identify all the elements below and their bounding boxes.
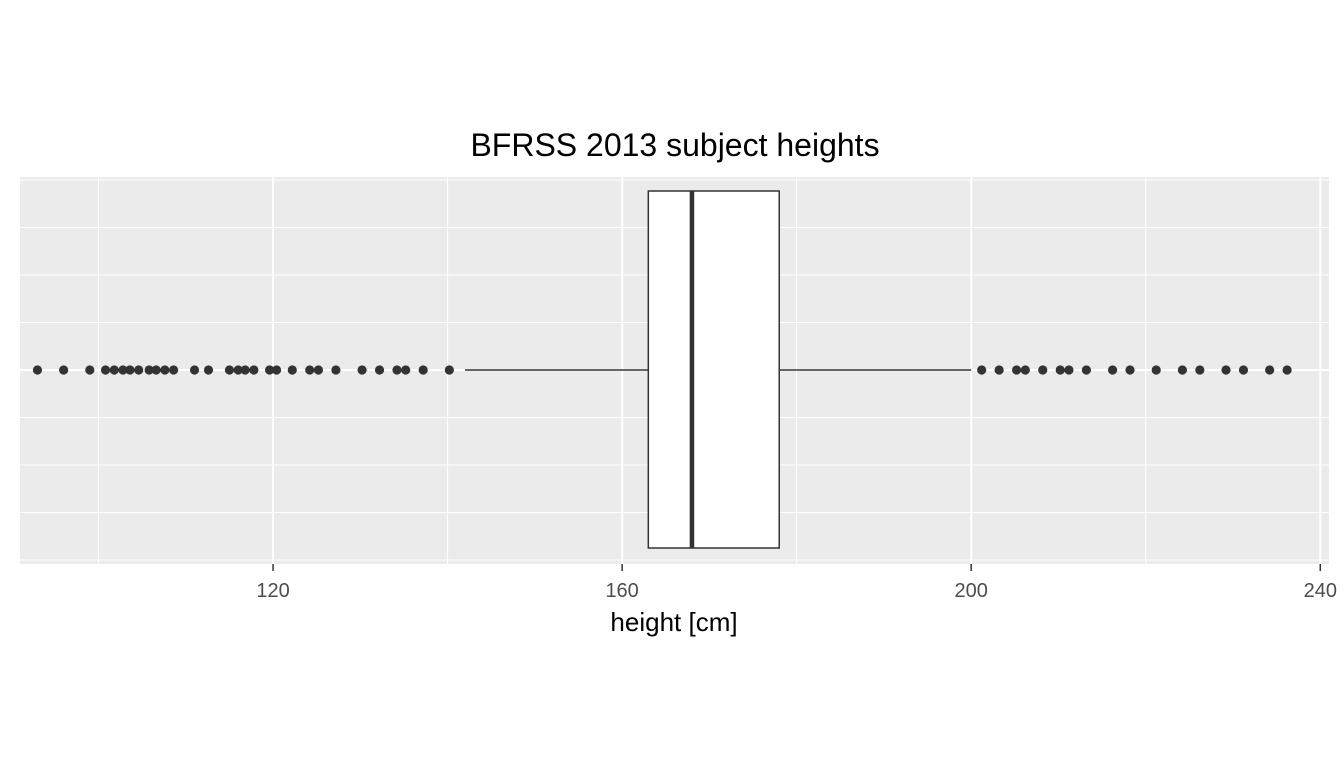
x-tick-label: 200 [955,580,988,602]
outlier-point [160,365,170,375]
outlier-point [401,365,411,375]
outlier-point [203,365,214,375]
outlier-point [1221,365,1231,375]
outlier-point [189,365,200,375]
outlier-point [1064,365,1074,375]
outlier-point [418,365,428,375]
outlier-point [134,365,144,375]
outlier-point [151,365,161,375]
x-axis-label: height [cm] [610,607,737,637]
x-axis: 120 160 200 240 [256,564,1337,602]
outlier-point [109,365,119,375]
outlier-point [1081,365,1091,375]
outlier-point [59,365,69,375]
outlier-point [444,365,454,375]
outlier-point [313,365,324,375]
outlier-point [100,365,111,375]
x-tick-label: 120 [256,580,289,602]
outlier-point [233,365,243,375]
outlier-point [1038,365,1048,375]
outlier-point [264,365,275,375]
outlier-point [374,365,385,375]
outlier-point [392,365,402,375]
outlier-point [357,365,367,375]
outlier-point [168,365,179,375]
outlier-point [1195,365,1205,375]
interquartile-box [647,190,780,549]
outlier-point [994,365,1004,375]
outlier-point [85,365,95,375]
outlier-points [32,365,1292,375]
outlier-point [118,365,128,375]
outlier-point [1011,365,1022,375]
outlier-point [1020,365,1030,375]
outlier-point [125,365,135,375]
outlier-point [1055,365,1065,375]
outlier-point [1265,365,1275,375]
outlier-point [249,365,259,375]
outlier-point [1125,365,1135,375]
outlier-point [977,365,987,375]
outlier-point [305,365,315,375]
outlier-point [287,365,297,375]
x-tick-label: 160 [605,580,638,602]
outlier-point [1177,365,1187,375]
outlier-point [331,365,341,375]
outlier-point [240,365,250,375]
outlier-point [144,365,154,375]
x-tick-label: 240 [1304,580,1337,602]
chart-title: BFRSS 2013 subject heights [470,127,879,163]
outlier-point [271,365,282,375]
outlier-point [1151,365,1161,375]
outlier-point [32,365,43,375]
outlier-point [1282,365,1292,375]
outlier-point [1107,365,1118,375]
boxplot [465,190,972,549]
outlier-point [224,365,235,375]
outlier-point [1238,365,1249,375]
